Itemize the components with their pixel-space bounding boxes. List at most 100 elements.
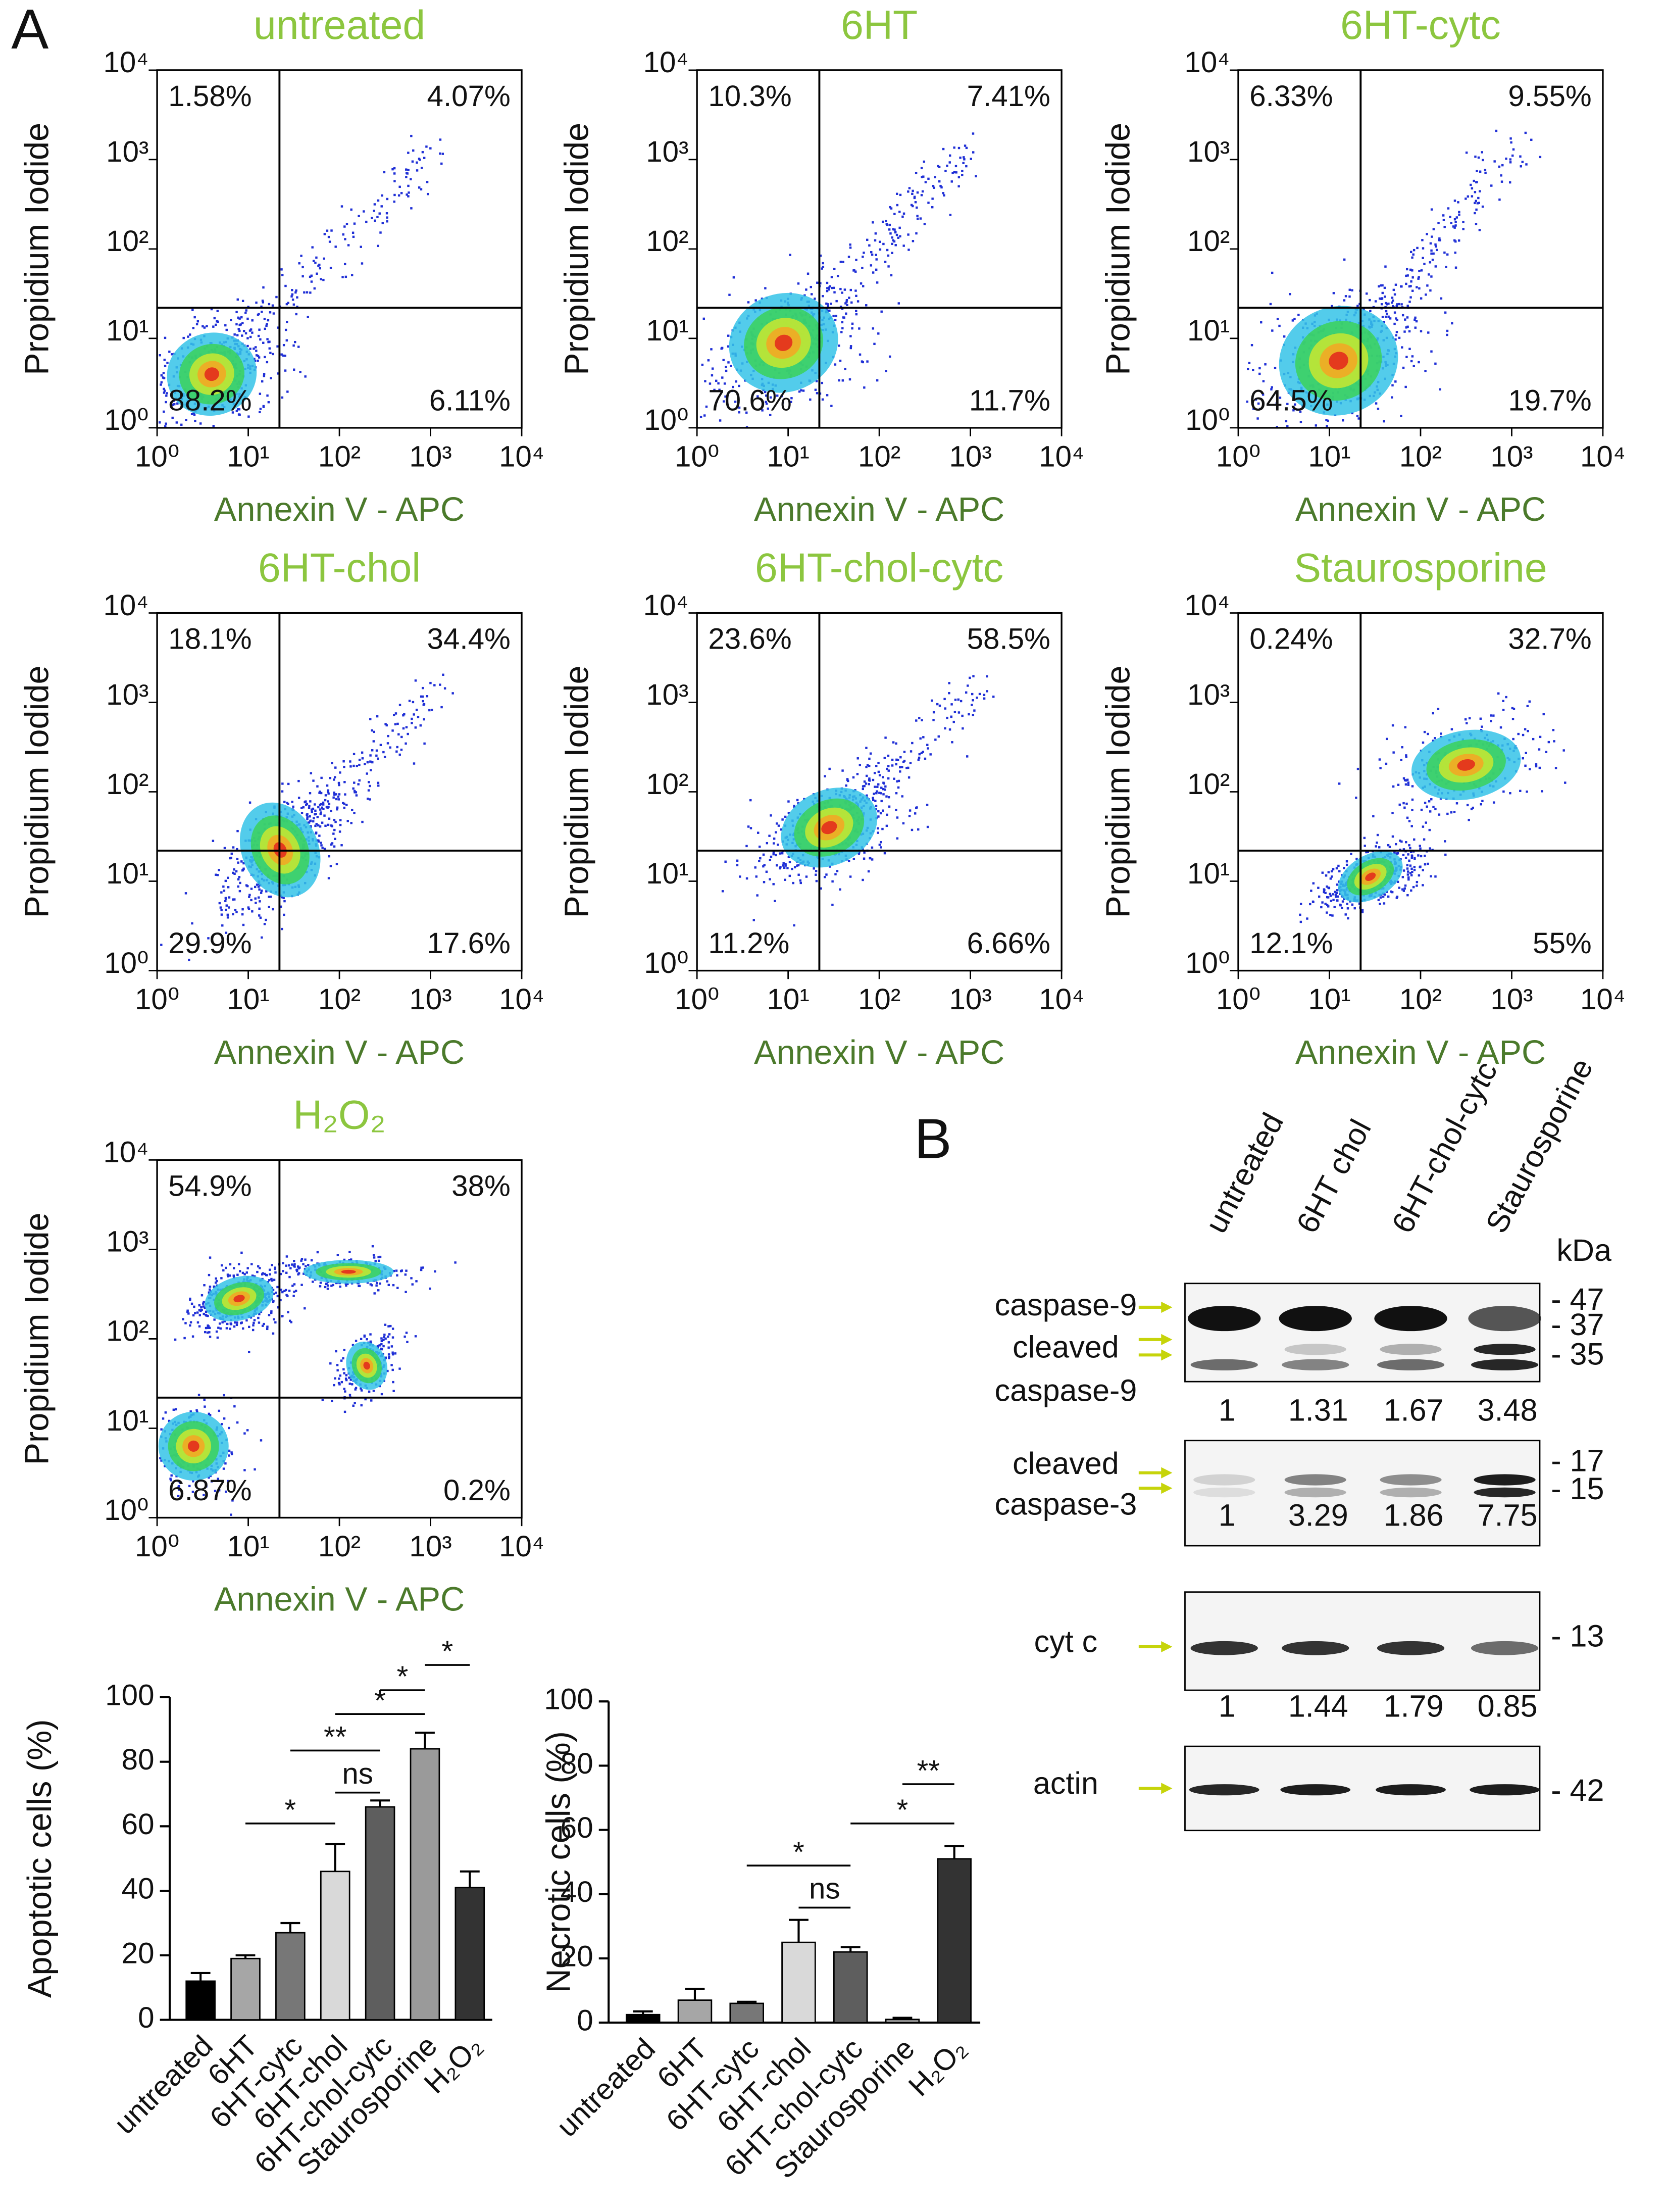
event-dot (784, 878, 786, 881)
event-dot (1481, 205, 1484, 208)
event-dot (396, 746, 398, 749)
y-tick-label: 10⁰ (104, 947, 148, 979)
event-dot (943, 194, 945, 196)
event-dot (228, 1274, 231, 1277)
event-dot (1430, 798, 1433, 801)
event-dot (443, 687, 446, 690)
event-dot (896, 837, 899, 840)
event-dot (1400, 285, 1402, 288)
event-dot (880, 792, 882, 795)
density (821, 821, 837, 834)
event-dot (911, 192, 914, 195)
event-dot (1335, 896, 1337, 898)
event-dot (234, 1321, 236, 1324)
event-dot (330, 1285, 333, 1287)
event-dot (285, 1264, 287, 1267)
event-dot (304, 1258, 307, 1261)
event-dot (159, 354, 161, 357)
event-dot (313, 817, 315, 820)
event-dot (182, 336, 185, 339)
event-dot (1472, 806, 1474, 809)
event-dot (187, 335, 189, 338)
event-dot (216, 310, 219, 312)
event-dot (1454, 224, 1457, 227)
x-tick-label: 10³ (409, 1530, 451, 1563)
event-dot (373, 730, 375, 733)
density (187, 1440, 199, 1452)
event-dot (262, 406, 265, 408)
event-dot (291, 289, 293, 291)
plot-title: Staurosporine (1294, 545, 1547, 591)
event-dot (422, 700, 424, 703)
event-dot (734, 401, 737, 403)
event-dot (183, 1337, 186, 1340)
event-dot (269, 1268, 271, 1271)
x-tick-label: 10² (318, 983, 361, 1016)
event-dot (1391, 891, 1394, 894)
event-dot (429, 1287, 431, 1290)
event-dot (939, 184, 942, 187)
event-dot (330, 810, 332, 812)
event-dot (862, 848, 864, 851)
event-dot (169, 1478, 172, 1480)
y-axis-label: Propidium Iodide (559, 666, 596, 918)
event-dot (344, 793, 346, 796)
event-dot (1396, 303, 1398, 306)
event-dot (380, 1337, 383, 1340)
event-dot (226, 913, 229, 916)
event-dot (395, 1269, 398, 1272)
event-dot (197, 1394, 200, 1396)
event-dot (1375, 845, 1377, 848)
event-dot (342, 802, 344, 805)
event-dot (915, 719, 918, 722)
event-dot (1400, 415, 1402, 417)
event-dot (1446, 812, 1449, 815)
event-dot (797, 282, 800, 285)
event-dot (909, 762, 912, 764)
event-dot (1404, 726, 1407, 728)
event-dot (193, 1305, 195, 1308)
event-dot (779, 852, 782, 855)
event-dot (251, 331, 254, 334)
event-dot (262, 1272, 264, 1274)
event-dot (1524, 131, 1527, 134)
event-dot (1418, 276, 1420, 279)
event-dot (815, 873, 817, 876)
event-dot (253, 1319, 256, 1321)
event-dot (914, 201, 917, 204)
event-dot (1434, 265, 1437, 268)
event-dot (1343, 898, 1345, 900)
event-dot (842, 261, 844, 263)
event-dot (241, 300, 244, 302)
event-dot (224, 879, 227, 882)
event-dot (420, 695, 423, 698)
event-dot (209, 1256, 212, 1259)
event-dot (728, 293, 731, 296)
event-dot (293, 1265, 296, 1268)
event-dot (1332, 893, 1334, 896)
event-dot (421, 695, 424, 698)
y-tick-label: 10⁰ (104, 404, 148, 436)
event-dot (890, 207, 893, 210)
event-dot (349, 765, 352, 768)
event-dot (896, 816, 899, 819)
event-dot (396, 1274, 398, 1276)
event-dot (1286, 403, 1289, 406)
event-dot (321, 806, 323, 809)
event-dot (770, 855, 773, 858)
event-dot (199, 422, 202, 425)
event-dot (747, 301, 750, 304)
event-dot (872, 221, 874, 224)
event-dot (1412, 253, 1415, 256)
event-dot (320, 278, 322, 280)
event-dot (1406, 305, 1409, 307)
y-tick-label: 10² (106, 768, 148, 801)
event-dot (825, 302, 828, 305)
event-dot (430, 709, 433, 711)
event-dot (856, 773, 859, 775)
event-dot (1391, 396, 1393, 399)
event-dot (206, 325, 208, 327)
event-dot (281, 927, 283, 930)
event-dot (395, 750, 398, 753)
event-dot (302, 1272, 305, 1275)
